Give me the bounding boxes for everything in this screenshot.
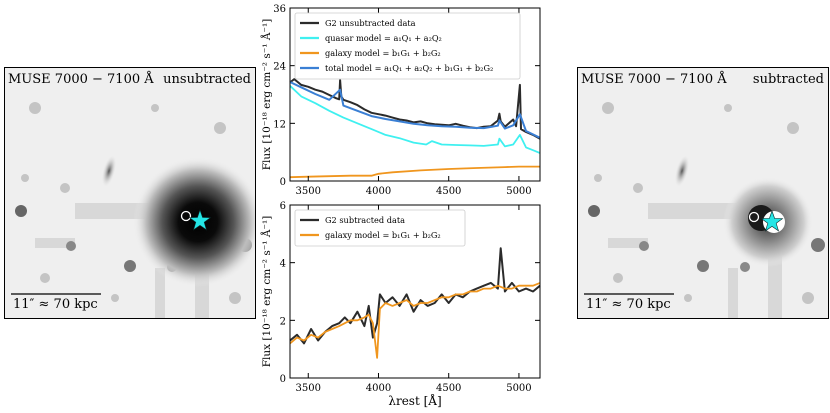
x-tick-label: 4500 [436, 383, 461, 394]
y-tick-label: 0 [280, 374, 286, 385]
y-tick-label: 2 [280, 316, 286, 327]
y-tick-label: 6 [280, 201, 286, 212]
legend-entry: quasar model = a₁Q₁ + a₂Q₂ [325, 33, 442, 43]
muse-image-subtracted: MUSE 7000 − 7100 Å subtracted 11″ ≈ 70 k… [577, 67, 829, 319]
state-label: unsubtracted [163, 72, 251, 87]
plot-frame [289, 204, 541, 379]
y-tick-label: 0 [280, 177, 286, 188]
legend-entry: galaxy model = b₁G₁ + b₂G₂ [325, 230, 441, 240]
band-label: MUSE 7000 − 7100 Å [581, 72, 727, 87]
series-line-subtracted-data [289, 247, 541, 345]
x-tick-label: 4000 [366, 383, 391, 394]
legend-entry: galaxy model = b₁G₁ + b₂G₂ [325, 48, 441, 58]
legend-entry: G2 unsubtracted data [325, 18, 416, 28]
legend-box [294, 209, 466, 247]
spectrum-chart-subtracted: 3500 4000 4500 5000 0 2 4 6 Flux [10⁻¹⁸ erg cm⁻²… [259, 201, 541, 394]
x-tick-label: 5000 [506, 186, 531, 197]
muse-image-unsubtracted-map [5, 68, 255, 318]
quasar-star-marker [188, 209, 212, 231]
x-tick-label: 4000 [366, 186, 391, 197]
companion-circle-marker [180, 210, 192, 222]
series-line-quasar [289, 85, 541, 154]
y-tick-label: 12 [273, 119, 286, 130]
plot-frame [289, 7, 541, 182]
x-tick-label: 4500 [436, 186, 461, 197]
legend-box [294, 12, 521, 80]
band-label: MUSE 7000 − 7100 Å [8, 72, 154, 87]
state-label: subtracted [752, 72, 824, 87]
series-line-total [289, 81, 541, 139]
muse-image-subtracted-map [578, 68, 828, 318]
y-tick-label: 4 [280, 259, 286, 270]
legend-entry: total model = a₁Q₁ + a₂Q₂ + b₁G₁ + b₂G₂ [325, 63, 493, 73]
scale-bar-label: 11″ ≈ 70 kpc [13, 297, 98, 312]
scale-bar-label: 11″ ≈ 70 kpc [586, 297, 671, 312]
y-tick-label: 36 [273, 4, 286, 15]
y-axis-label: Flux [10⁻¹⁸ erg cm⁻² s⁻¹ Å⁻¹] [259, 216, 273, 368]
legend-entry: G2 subtracted data [325, 215, 405, 225]
series-line-galaxy [289, 165, 540, 179]
quasar-star-marker [760, 210, 784, 232]
y-tick-label: 24 [273, 62, 286, 73]
x-tick-label: 3500 [296, 383, 321, 394]
y-axis-label: Flux [10⁻¹⁸ erg cm⁻² s⁻¹ Å⁻¹] [259, 19, 273, 171]
x-axis-label: λrest [Å] [388, 393, 441, 408]
companion-circle-marker [748, 211, 760, 223]
series-line-galaxy [289, 282, 541, 359]
muse-image-unsubtracted: MUSE 7000 − 7100 Å unsubtracted 11″ ≈ 70… [4, 67, 256, 319]
x-tick-label: 5000 [506, 383, 531, 394]
x-tick-label: 3500 [296, 186, 321, 197]
